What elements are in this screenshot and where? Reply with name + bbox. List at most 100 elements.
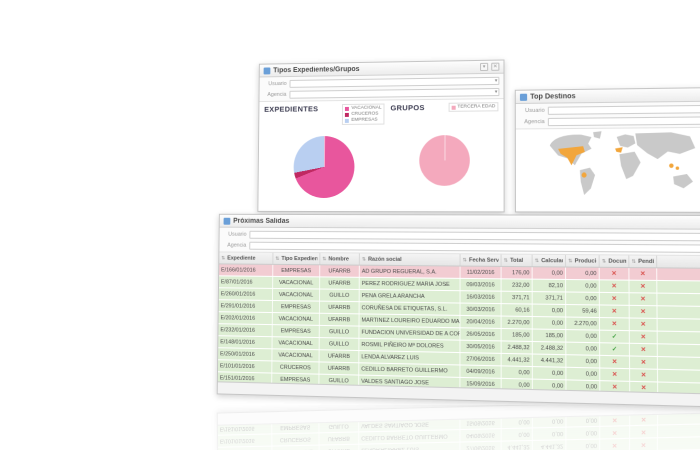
sort-icon: ⇅ — [322, 255, 327, 262]
cell-razon-social: PEREZ RODRIGUEZ MARIA JOSE — [359, 277, 461, 291]
cell-pendiente: ✕ — [629, 268, 658, 280]
cell-nombre: UFARRB — [319, 350, 360, 363]
charts-body: EXPEDIENTES VACACIONAL CRUCEROS EMPRESAS… — [258, 99, 503, 211]
cross-icon: ✕ — [611, 283, 617, 290]
column-header[interactable]: ⇅ Total — [501, 254, 533, 267]
cell-producido: 0,00 — [566, 330, 601, 343]
usuario-value — [250, 234, 700, 238]
grupos-pie-chart — [418, 134, 470, 186]
cell-nombre: UFARRB — [320, 277, 360, 289]
dashboard-scene: Tipos Expedientes/Grupos ▾ ✕ Usuario ▾ A… — [192, 46, 700, 415]
continent-greenland — [593, 131, 602, 139]
filter-row-agencia: Agencia ▾ — [263, 87, 500, 99]
panel-close-button[interactable]: ✕ — [491, 62, 500, 71]
column-header[interactable]: ⇅ Tipo Expediente — [273, 252, 321, 265]
usuario-select[interactable]: ▾ — [289, 76, 500, 88]
cell-pendiente: ✕ — [629, 318, 658, 331]
cell-calculado: 0,00 — [532, 317, 567, 330]
cell-nombre: GUILLO — [320, 289, 360, 302]
column-header-label: Tipo Expediente — [281, 255, 318, 262]
cell-pendiente: ✕ — [629, 305, 658, 318]
cell-total: 60,16 — [501, 304, 533, 316]
highlight-spain — [615, 147, 623, 153]
chevron-down-icon: ▾ — [494, 88, 498, 95]
cell-producido: 0,00 — [566, 342, 601, 355]
salidas-table: ⇅ Expediente ⇅ Tipo Expediente ⇅ Nombre … — [217, 252, 700, 414]
column-header[interactable]: ⇅ Documentación — [599, 255, 630, 268]
cell-total: 2.488,32 — [501, 341, 533, 354]
column-header[interactable]: ⇅ Razón social — [359, 253, 461, 266]
sort-icon: ⇅ — [568, 257, 573, 264]
legend-label: CRUCEROS — [351, 111, 379, 117]
continent-asia — [635, 132, 696, 160]
continent-north-america — [549, 134, 592, 166]
cell-fecha-servicios: 27/06/2016 — [460, 353, 502, 366]
cell-tipo-expediente: CRUCEROS — [272, 361, 320, 374]
cell-pendiente: ✕ — [629, 331, 658, 344]
cell-fecha-servicios: 20/04/2016 — [460, 315, 502, 328]
cell-fecha-servicios: 09/03/2016 — [460, 278, 502, 291]
column-header[interactable]: ⇅ Fecha Servicios — [460, 254, 502, 266]
cell-calculado: 82,10 — [532, 279, 567, 292]
cell-expediente: E/166/01/2016 — [219, 264, 274, 276]
globe-icon — [519, 93, 528, 101]
continent-australia — [673, 173, 694, 189]
filter-row-agencia: Agencia ▾ — [520, 115, 700, 126]
sort-icon: ⇅ — [275, 255, 280, 262]
column-header[interactable]: ⇅ Nombre — [320, 253, 360, 265]
grupos-chart: GRUPOS TERCERA EDAD — [390, 102, 499, 208]
panel-collapse-button[interactable]: ▾ — [480, 62, 489, 72]
cell-tipo-expediente: EMPRESAS — [272, 300, 320, 313]
cell-tipo-expediente: EMPRESAS — [273, 264, 321, 277]
cell-documentacion: ✕ — [600, 355, 631, 369]
expedientes-chart-title: EXPEDIENTES — [264, 104, 319, 114]
check-icon: ✓ — [611, 346, 618, 353]
world-map-svg — [549, 131, 696, 195]
map-filters: Usuario ▾ Agencia ▾ — [515, 101, 700, 130]
usuario-select[interactable]: ▾ — [547, 104, 700, 115]
cell-producido: 0,00 — [566, 367, 601, 381]
column-header-label: Pendiente — [638, 258, 654, 265]
agencia-value — [290, 92, 494, 95]
cell-fecha-servicios: 16/03/2016 — [460, 291, 502, 304]
cell-producido: 59,46 — [566, 305, 600, 318]
highlight-indonesia — [675, 166, 680, 170]
column-header[interactable]: ⇅ Expediente — [219, 252, 274, 264]
cross-icon: ✕ — [611, 371, 618, 378]
cell-producido: 0,00 — [566, 267, 600, 280]
sort-icon: ⇅ — [361, 256, 367, 263]
charts-panel: Tipos Expedientes/Grupos ▾ ✕ Usuario ▾ A… — [257, 59, 505, 213]
cell-pendiente: ✕ — [629, 293, 658, 306]
cell-expediente: E/260/01/2016 — [218, 288, 274, 300]
agencia-select[interactable]: ▾ — [547, 115, 700, 126]
cell-tipo-expediente: VACACIONAL — [272, 349, 320, 362]
cell-tipo-expediente: VACACIONAL — [272, 337, 320, 350]
legend-label: VACACIONAL — [351, 105, 382, 111]
legend-item: TERCERA EDAD — [451, 104, 495, 110]
legend-item: EMPRESAS — [345, 118, 381, 123]
expedientes-legend: VACACIONAL CRUCEROS EMPRESAS — [342, 103, 385, 125]
cell-expediente: E/291/01/2016 — [218, 300, 273, 313]
agencia-select[interactable]: ▾ — [289, 87, 500, 99]
cell-tipo-expediente: VACACIONAL — [272, 313, 320, 325]
table-body: E/166/01/2016 EMPRESAS UFARRB AD GRUPO R… — [217, 264, 700, 401]
cell-tipo-expediente: VACACIONAL — [273, 276, 321, 289]
legend-label: TERCERA EDAD — [457, 104, 496, 110]
cell-total: 4.441,32 — [501, 353, 533, 367]
column-header[interactable]: ⇅ Calculado — [532, 254, 567, 267]
cell-calculado: 4.441,32 — [532, 354, 567, 367]
cell-pendiente: ✕ — [630, 356, 658, 369]
cell-calculado: 0,00 — [532, 367, 567, 380]
legend-item: VACACIONAL — [345, 105, 382, 111]
usuario-label: Usuario — [228, 231, 247, 238]
legend-item: CRUCEROS — [345, 112, 381, 117]
column-header[interactable]: ⇅ Pendiente — [629, 255, 658, 268]
charts-panel-title: Tipos Expedientes/Grupos — [273, 65, 360, 74]
cell-total: 185,00 — [501, 328, 533, 341]
cross-icon: ✕ — [640, 296, 646, 303]
column-header[interactable]: ⇅ Producido — [565, 255, 600, 267]
cross-icon: ✕ — [611, 295, 617, 303]
cell-razon-social: CORUÑESA DE ETIQUETAS, S.L. — [359, 302, 461, 315]
cell-producido: 2.270,00 — [566, 317, 601, 330]
cell-calculado: 371,71 — [532, 292, 567, 304]
